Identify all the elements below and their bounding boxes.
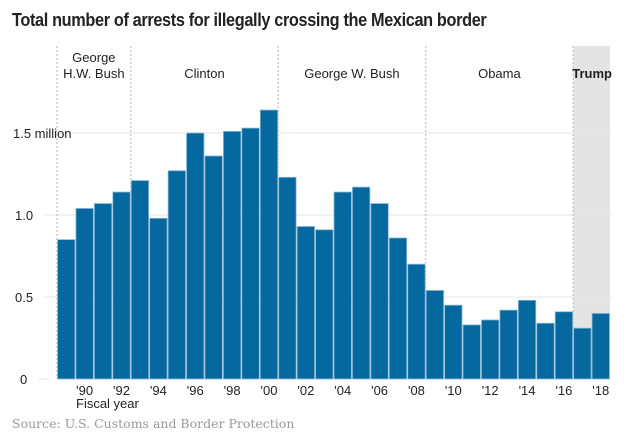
bar-2004 xyxy=(333,191,352,380)
x-tick-label: '10 xyxy=(445,383,462,398)
bar-2003 xyxy=(315,229,334,380)
bar-2016 xyxy=(554,311,574,380)
bar-2000 xyxy=(259,109,279,380)
presidency-label: George W. Bush xyxy=(304,66,399,81)
bar-2018 xyxy=(591,312,610,380)
y-tick-label: 1.0 xyxy=(15,208,33,223)
x-tick-label: '14 xyxy=(519,383,536,398)
bar-2005 xyxy=(352,186,371,380)
bar-1992 xyxy=(112,191,131,380)
presidency-label: H.W. Bush xyxy=(63,66,124,81)
bar-1999 xyxy=(241,127,260,380)
bar-1994 xyxy=(149,217,168,380)
bar-2012 xyxy=(481,319,500,380)
x-tick-label: '98 xyxy=(224,383,241,398)
x-tick-label: '90 xyxy=(76,383,93,398)
x-tick-label: '02 xyxy=(297,383,314,398)
bar-2015 xyxy=(536,322,555,380)
bar-2017 xyxy=(573,327,592,380)
presidency-label: Clinton xyxy=(184,66,224,81)
x-tick-label: '08 xyxy=(408,383,425,398)
bar-2002 xyxy=(296,226,315,380)
bar-1991 xyxy=(93,203,113,380)
bar-2011 xyxy=(462,324,481,380)
x-tick-label: '12 xyxy=(482,383,499,398)
x-tick-label: '94 xyxy=(150,383,167,398)
chart-title: Total number of arrests for illegally cr… xyxy=(12,9,487,30)
x-axis-label: Fiscal year xyxy=(76,396,139,411)
presidency-label: Trump xyxy=(572,66,612,81)
bar-2006 xyxy=(370,203,389,380)
bar-1997 xyxy=(204,155,223,380)
y-tick-label: 0.5 xyxy=(15,290,33,305)
x-tick-label: '04 xyxy=(334,383,351,398)
source-note: Source: U.S. Customs and Border Protecti… xyxy=(12,416,295,431)
bar-1995 xyxy=(167,170,186,380)
x-tick-label: '06 xyxy=(371,383,388,398)
bar-2007 xyxy=(388,237,408,380)
presidency-label: George xyxy=(72,50,115,65)
y-tick-label: 0 xyxy=(20,372,27,387)
bar-2013 xyxy=(499,309,518,380)
bar-1989 xyxy=(57,239,76,380)
y-tick-label: 1.5 million xyxy=(13,126,72,141)
x-tick-label: '00 xyxy=(261,383,278,398)
x-tick-label: '16 xyxy=(555,383,572,398)
bar-2010 xyxy=(444,304,463,380)
presidency-label: Obama xyxy=(478,66,521,81)
bar-1998 xyxy=(222,130,242,380)
bar-2014 xyxy=(517,299,537,380)
bar-1996 xyxy=(186,132,205,380)
bar-2008 xyxy=(407,263,426,380)
bar-1993 xyxy=(130,180,150,380)
bar-2001 xyxy=(278,176,297,380)
x-tick-label: '18 xyxy=(592,383,609,398)
bar-1990 xyxy=(75,208,94,380)
x-tick-label: '92 xyxy=(113,383,130,398)
x-tick-label: '96 xyxy=(187,383,204,398)
bar-2009 xyxy=(425,290,444,380)
